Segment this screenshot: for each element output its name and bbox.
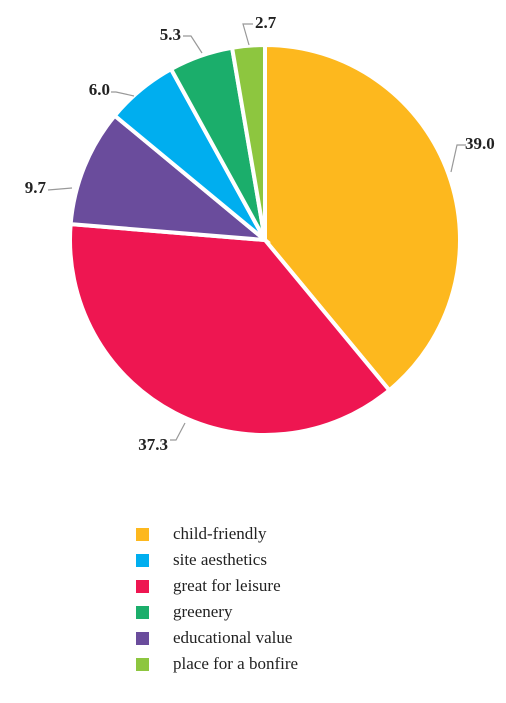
legend-label: educational value [173,628,293,647]
data-label: 5.3 [160,25,181,44]
data-label: 9.7 [25,178,47,197]
pie-slice-place-for-a-bonfire [229,42,267,241]
data-label: 39.0 [465,134,495,153]
data-label: 2.7 [255,13,277,32]
legend-swatch [136,605,149,619]
pie-slices [68,42,462,437]
legend-swatch [136,553,149,567]
leader-line [242,23,253,46]
legend-label: place for a bonfire [173,654,299,673]
legend-swatch [136,527,149,541]
leader-line [183,35,203,54]
data-label: 6.0 [89,80,110,99]
data-labels: 39.0 37.3 9.7 6.0 5.3 2.7 [25,13,495,454]
legend: child-friendly site aesthetics great for l… [136,521,298,677]
legend-swatch [136,579,149,593]
legend-item: site aesthetics [136,547,298,573]
pie-slice-educational-value [68,112,272,243]
leader-line [111,91,135,97]
leader-line [47,187,73,191]
leader-lines [47,23,466,441]
legend-swatch [136,631,149,645]
legend-label: site aesthetics [173,550,267,569]
legend-swatch [136,657,149,671]
pie-slice-child-friendly [263,42,462,394]
legend-label: child-friendly [173,524,267,543]
leader-line [170,422,186,441]
legend-item: greenery [136,599,298,625]
legend-label: great for leisure [173,576,281,595]
legend-label: greenery [173,602,233,621]
data-label: 37.3 [138,435,168,454]
legend-item: educational value [136,625,298,651]
legend-item: great for leisure [136,573,298,599]
legend-item: child-friendly [136,521,298,547]
pie-slice-great-for-leisure [68,221,393,437]
legend-item: place for a bonfire [136,651,298,677]
leader-line [450,144,466,173]
pie-chart: 39.0 37.3 9.7 6.0 5.3 2.7 [25,13,495,454]
